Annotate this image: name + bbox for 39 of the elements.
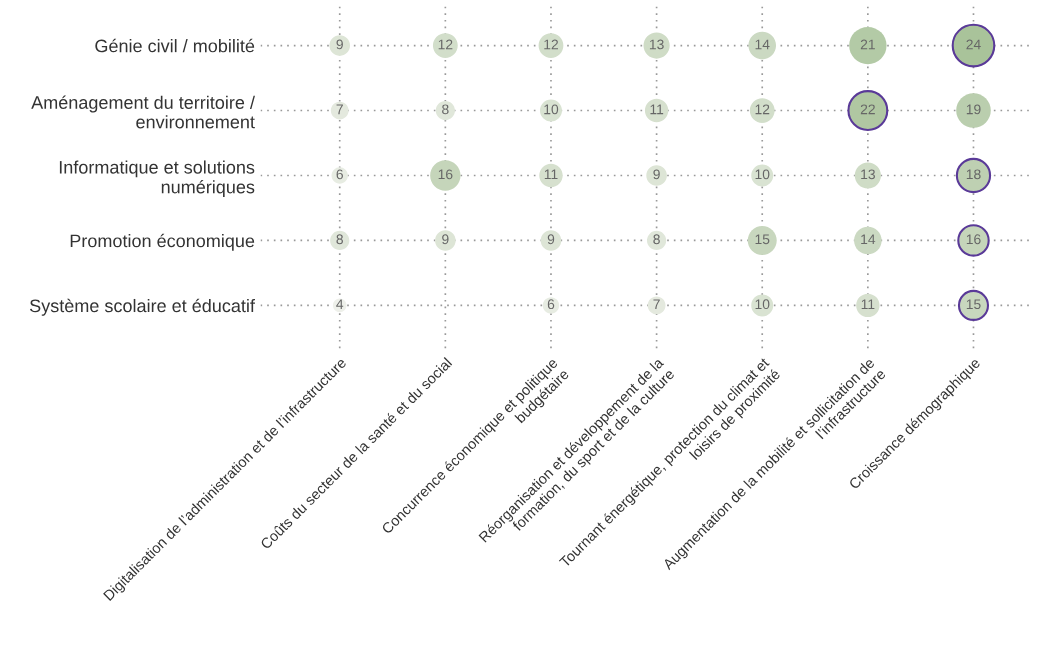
data-label: 16: [966, 234, 981, 245]
data-label: 11: [650, 104, 664, 115]
data-label: 22: [860, 104, 875, 115]
y-tick-label: Informatique et solutions numériques: [59, 160, 255, 197]
data-label: 9: [442, 234, 449, 245]
data-label: 7: [653, 299, 660, 309]
data-label: 18: [966, 169, 981, 180]
data-label: 10: [544, 104, 559, 115]
data-label: 10: [755, 299, 770, 310]
data-label: 9: [336, 39, 343, 50]
data-label: 19: [966, 104, 981, 115]
data-label: 8: [442, 104, 449, 115]
data-label: 14: [861, 234, 876, 245]
data-label: 11: [544, 169, 558, 180]
y-tick-label: Promotion économique: [70, 233, 255, 251]
data-label: 6: [336, 169, 343, 180]
data-label: 24: [966, 39, 981, 50]
data-label: 21: [860, 39, 875, 50]
data-label: 15: [755, 234, 770, 245]
data-label: 9: [547, 234, 555, 245]
y-tick-label: Génie civil / mobilité: [95, 38, 255, 53]
data-label: 10: [755, 169, 770, 180]
data-label: 13: [861, 169, 875, 180]
data-label: 8: [653, 234, 660, 245]
data-label: 12: [544, 39, 558, 50]
data-label: 14: [755, 39, 770, 50]
data-label: 9: [653, 169, 660, 180]
data-label: 8: [336, 234, 343, 245]
y-tick-label: Aménagement du territoire / environnement: [31, 95, 255, 129]
data-label: 12: [438, 39, 453, 50]
data-label: 16: [438, 169, 453, 180]
data-label: 6: [547, 299, 555, 310]
data-label: 12: [755, 104, 770, 115]
data-label: 7: [336, 104, 343, 115]
y-tick-label: Système scolaire et éducatif: [29, 298, 255, 316]
data-label: 11: [861, 299, 875, 309]
data-label: 15: [966, 299, 981, 310]
data-label: 4: [336, 299, 344, 309]
data-label: 13: [649, 39, 664, 50]
